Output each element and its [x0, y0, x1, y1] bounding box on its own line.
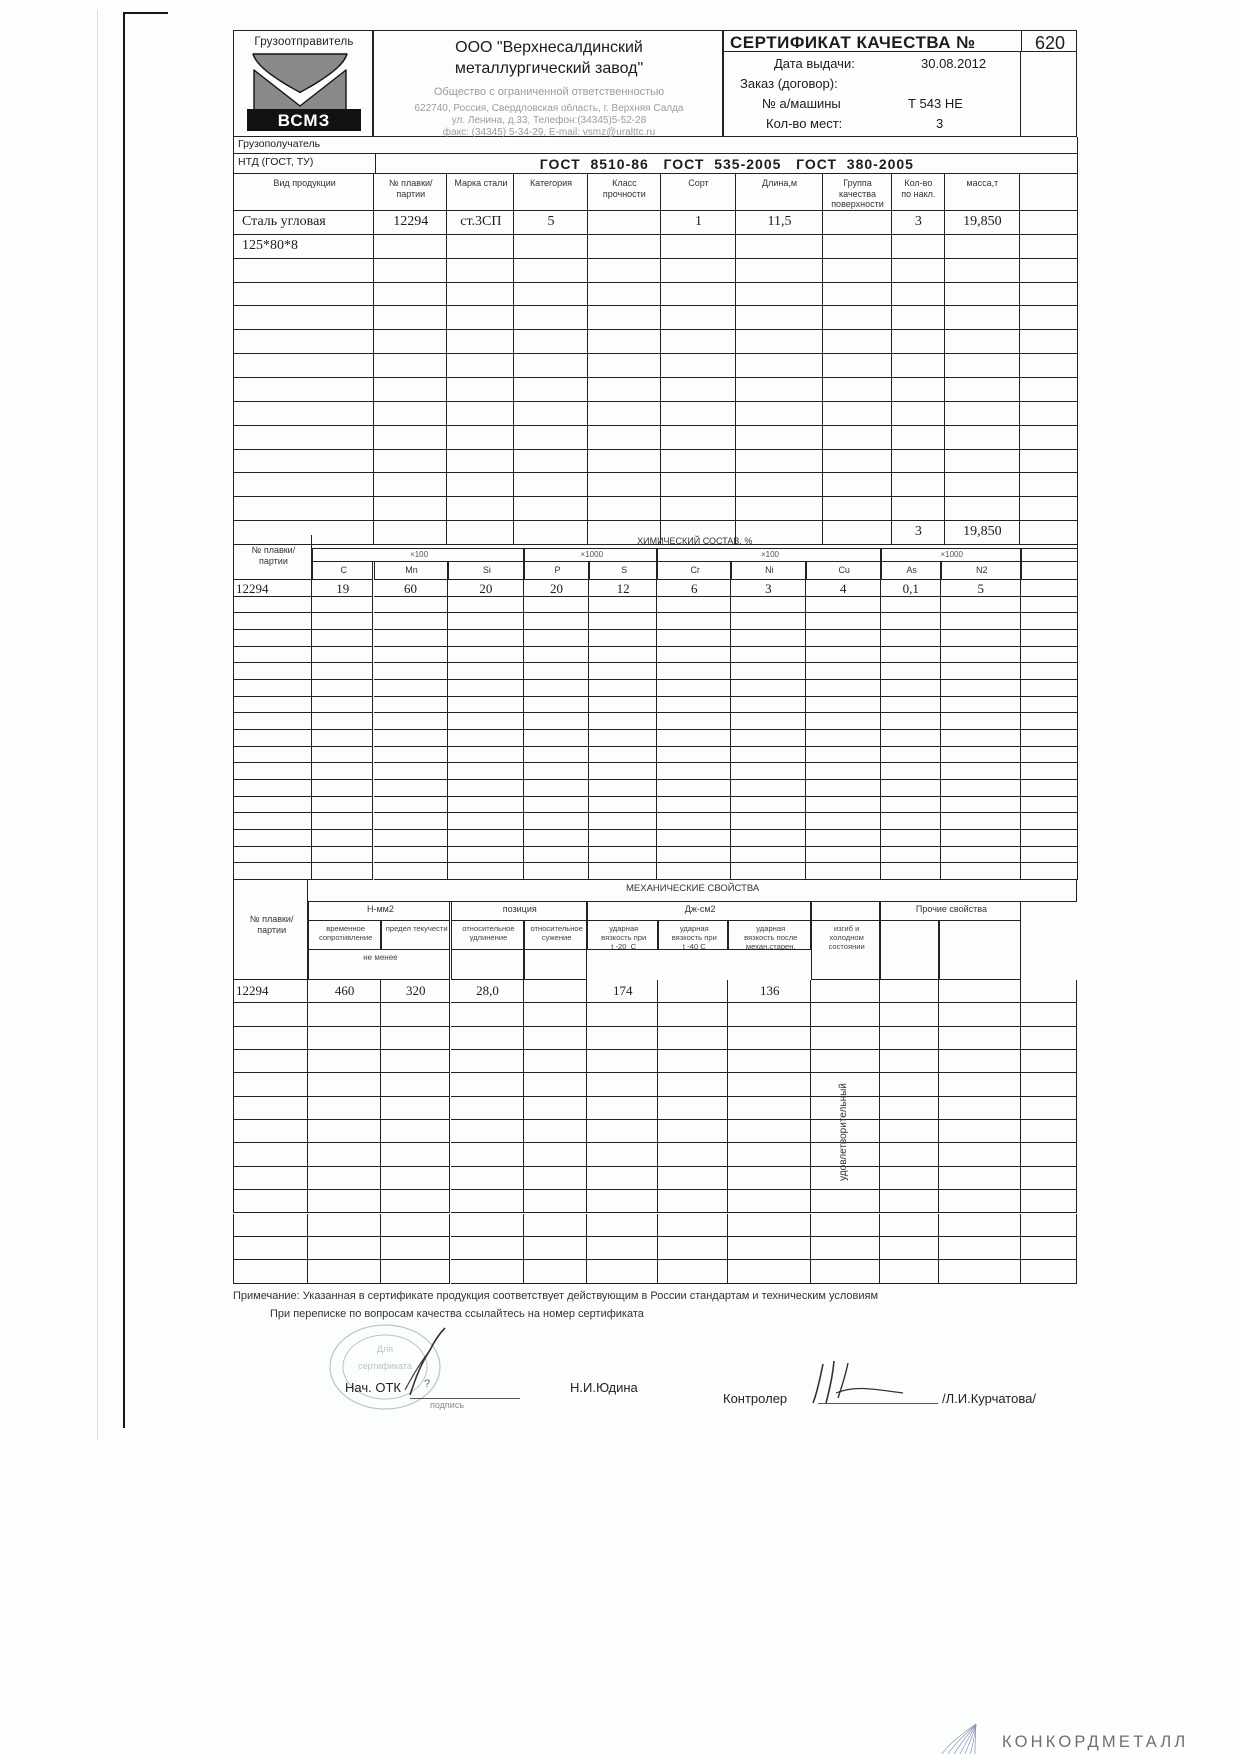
- svg-text:КОНКОРДМЕТАЛЛ: КОНКОРДМЕТАЛЛ: [1002, 1733, 1188, 1751]
- svg-text:ВСМЗ: ВСМЗ: [278, 111, 331, 130]
- svg-text:Для: Для: [377, 1344, 393, 1354]
